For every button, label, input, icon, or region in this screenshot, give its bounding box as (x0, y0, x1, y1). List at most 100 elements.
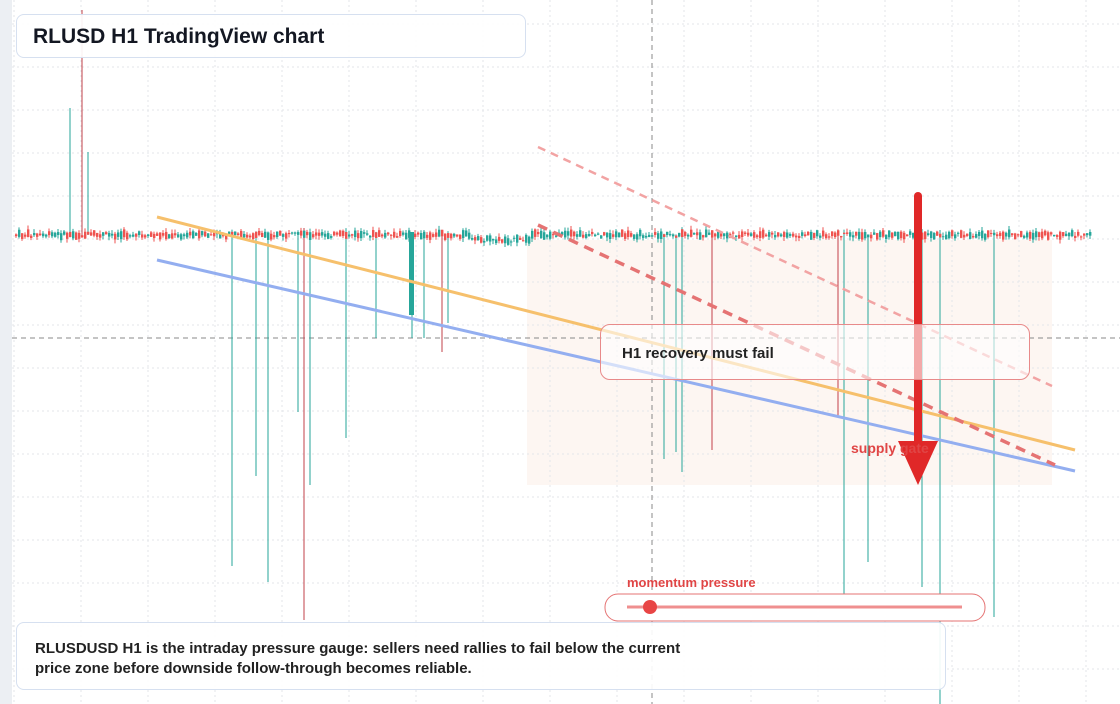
candle-body (561, 232, 564, 236)
candle-body (303, 230, 306, 238)
candle-body (1074, 235, 1077, 238)
candle-body (594, 234, 597, 237)
candle-body (714, 233, 717, 237)
candle-body (1011, 233, 1014, 236)
gauge-knob (643, 600, 657, 614)
candle-body (759, 231, 762, 238)
candle-body (306, 231, 309, 236)
footer-text: RLUSDUSD H1 is the intraday pressure gau… (35, 640, 681, 677)
candle-body (1053, 234, 1056, 237)
candle-body (330, 236, 333, 238)
candle-body (666, 231, 669, 235)
candle-body (360, 231, 363, 239)
candle-body (279, 231, 282, 236)
candle-body (102, 232, 105, 236)
candle-body (372, 230, 375, 237)
candle-body (1017, 234, 1020, 236)
candle-body (984, 233, 987, 240)
candle-body (123, 229, 126, 238)
candle-body (510, 241, 513, 243)
candle-body (948, 231, 951, 239)
candle-body (282, 234, 285, 237)
candle-body (39, 233, 42, 236)
candle-body (804, 234, 807, 237)
candle-body (999, 232, 1002, 237)
arrow-label: supply gate (851, 440, 929, 456)
candle-body (513, 237, 516, 239)
candle-body (444, 233, 447, 240)
candle-body (201, 231, 204, 236)
candle-body (597, 233, 600, 235)
candle-body (741, 231, 744, 238)
candle-body (735, 235, 738, 238)
candle-body (570, 229, 573, 237)
candle-body (1065, 233, 1068, 236)
candle-body (765, 234, 768, 237)
candle-body (135, 233, 138, 237)
candle-body (162, 233, 165, 236)
candle-body (546, 234, 549, 238)
candle-body (537, 231, 540, 235)
candle-body (501, 239, 504, 243)
candle-body (69, 231, 72, 237)
candle-body (639, 229, 642, 237)
candle-body (1077, 231, 1080, 236)
candle-body (642, 235, 645, 238)
candle-body (744, 232, 747, 234)
candle-body (990, 232, 993, 235)
candle-body (960, 230, 963, 238)
candle-body (318, 232, 321, 236)
candle-body (27, 229, 30, 237)
candle-body (342, 230, 345, 236)
candle-body (186, 232, 189, 238)
candle-body (348, 234, 351, 237)
candle-body (429, 232, 432, 240)
candle-body (897, 231, 900, 240)
candle-body (828, 236, 831, 238)
candle-body (498, 236, 501, 241)
candle-body (1026, 232, 1029, 238)
candle-body (813, 232, 816, 238)
candle-body (258, 230, 261, 236)
candle-body (696, 232, 699, 236)
candle-body (381, 234, 384, 237)
candle-body (267, 232, 270, 240)
candle-body (618, 232, 621, 238)
candle-body (474, 237, 477, 241)
candle-body (702, 235, 705, 238)
candle-body (540, 230, 543, 238)
candle-body (957, 232, 960, 234)
candle-body (120, 231, 123, 240)
candle-body (516, 234, 519, 243)
candle-body (603, 232, 606, 236)
candle-body (555, 235, 558, 237)
candle-body (543, 232, 546, 240)
candle-body (105, 232, 108, 235)
candle-body (255, 231, 258, 238)
candle-body (657, 233, 660, 239)
candle-body (333, 231, 336, 236)
candle-body (207, 233, 210, 238)
candle-body (465, 230, 468, 237)
candle-body (1068, 232, 1071, 237)
candle-body (72, 231, 75, 239)
candle-body (879, 231, 882, 238)
candle-body (210, 234, 213, 236)
candle-body (153, 233, 156, 239)
candle-body (219, 233, 222, 239)
candle-body (1089, 232, 1092, 236)
candle-body (264, 231, 267, 238)
candle-body (300, 230, 303, 236)
arrow-head (898, 441, 938, 485)
candle-body (339, 230, 342, 237)
candle-body (414, 233, 417, 238)
candle-body (924, 231, 927, 240)
candle-body (681, 229, 684, 238)
candle-body (450, 233, 453, 239)
candle-body (51, 232, 54, 237)
candle-body (966, 233, 969, 236)
candle-body (936, 231, 939, 236)
candle-body (981, 230, 984, 239)
candle-body (636, 234, 639, 240)
candle-body (912, 232, 915, 238)
